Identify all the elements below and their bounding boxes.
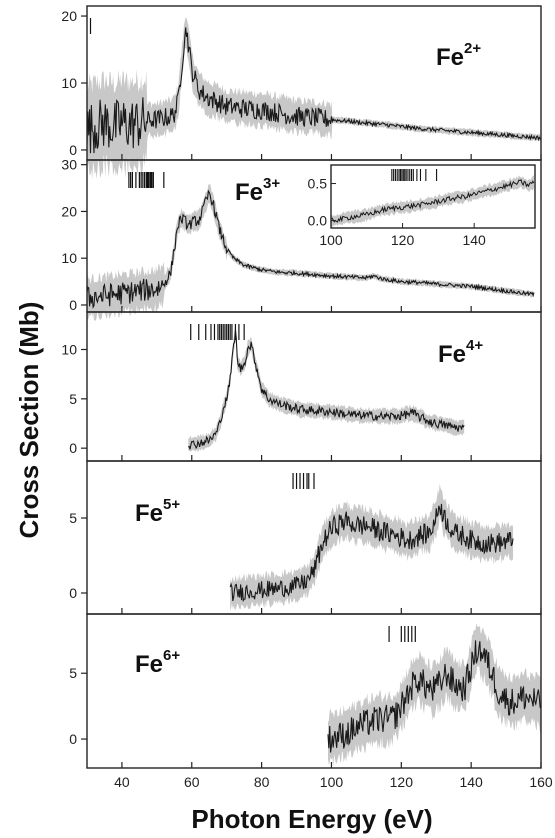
x-tick-label: 160 <box>529 774 553 790</box>
ion-label: Fe4+ <box>438 337 483 368</box>
panel-fe6plus: 0 5 Fe6+ 40 60 80 100 120 140 160 <box>69 613 553 790</box>
inset-x-tick-label: 140 <box>462 232 486 248</box>
panel-fe3plus: 0 10 20 30 Fe3+ 0.0 0.5 100 120 140 <box>61 157 542 321</box>
ion-label: Fe6+ <box>135 647 180 678</box>
panel-frame <box>86 613 542 769</box>
y-tick-label: 0 <box>69 142 77 158</box>
data-series-line <box>86 27 542 154</box>
x-tick-label: 120 <box>390 774 414 790</box>
panel-fe2plus: 0 10 20 Fe2+ <box>61 5 542 180</box>
panel-frame <box>86 311 542 462</box>
panel-fe5plus: 0 5 Fe5+ <box>69 460 542 615</box>
inset-x-tick-label: 120 <box>391 232 415 248</box>
y-tick-label: 10 <box>61 75 77 91</box>
x-tick-label: 140 <box>459 774 483 790</box>
y-tick-label: 10 <box>61 341 77 357</box>
inset-plot: 0.0 0.5 100 120 140 <box>308 164 536 248</box>
ion-label: Fe2+ <box>436 40 481 71</box>
data-series-line <box>229 503 514 603</box>
ion-element: Fe <box>438 341 466 368</box>
ion-charge: 5+ <box>163 496 180 513</box>
panel-fe4plus: 0 5 10 Fe4+ <box>61 311 542 462</box>
y-tick-label: 5 <box>69 391 77 407</box>
x-tick-label: 80 <box>254 774 270 790</box>
data-series-line <box>327 640 542 753</box>
ion-element: Fe <box>235 179 263 206</box>
y-tick-label: 5 <box>69 665 77 681</box>
y-tick-label: 0 <box>69 297 77 313</box>
ion-label: Fe5+ <box>135 496 180 527</box>
y-tick-label: 30 <box>61 157 77 173</box>
x-tick-label: 60 <box>184 774 200 790</box>
y-tick-label: 20 <box>61 8 77 24</box>
y-tick-label: 10 <box>61 250 77 266</box>
uncertainty-band <box>188 323 465 453</box>
ion-element: Fe <box>135 500 163 527</box>
ion-charge: 6+ <box>163 647 180 664</box>
ion-charge: 3+ <box>263 175 280 192</box>
inset-x-tick-label: 100 <box>319 232 343 248</box>
uncertainty-band <box>327 623 541 767</box>
data-series-line <box>86 189 535 309</box>
y-axis-title: Cross Section (Mb) <box>14 302 44 539</box>
data-series-line <box>187 330 465 450</box>
x-tick-label: 40 <box>114 774 130 790</box>
ion-element: Fe <box>135 651 163 678</box>
ion-label: Fe3+ <box>235 175 280 206</box>
ion-charge: 2+ <box>464 40 481 57</box>
inset-y-tick-label: 0.0 <box>308 213 328 229</box>
inset-y-tick-label: 0.5 <box>308 176 328 192</box>
y-tick-label: 5 <box>69 510 77 526</box>
inset-data-line <box>330 179 535 223</box>
uncertainty-band <box>87 183 535 321</box>
y-tick-label: 0 <box>69 585 77 601</box>
y-tick-label: 0 <box>69 731 77 747</box>
uncertainty-band <box>87 17 541 180</box>
ion-charge: 4+ <box>466 337 483 354</box>
y-tick-label: 0 <box>69 440 77 456</box>
x-axis-title: Photon Energy (eV) <box>191 804 432 834</box>
ion-element: Fe <box>436 44 464 71</box>
inset-frame <box>330 164 536 229</box>
x-tick-label: 100 <box>320 774 344 790</box>
panel-frame <box>86 5 542 161</box>
y-tick-label: 20 <box>61 203 77 219</box>
